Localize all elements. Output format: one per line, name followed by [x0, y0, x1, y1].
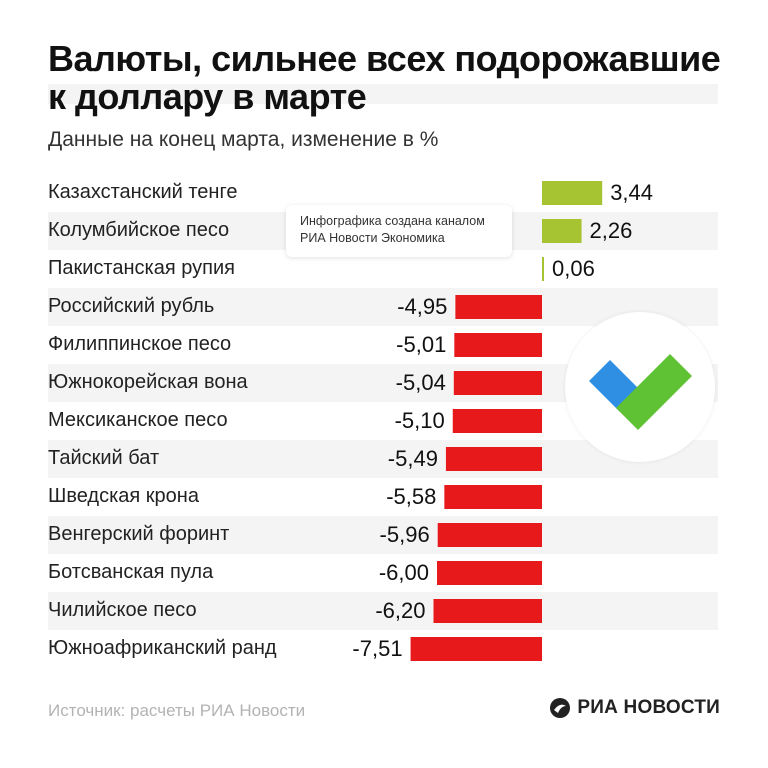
- value-label: -7,51: [352, 636, 403, 661]
- category-label: Мексиканское песо: [48, 409, 228, 431]
- bar: [455, 295, 542, 319]
- value-label: -6,20: [375, 598, 426, 623]
- row-stripe: [48, 516, 718, 554]
- value-label: -5,04: [395, 370, 446, 395]
- bar: [542, 219, 582, 243]
- category-label: Пакистанская рупия: [48, 257, 235, 279]
- ria-logo-icon: [550, 698, 571, 718]
- bar: [433, 599, 542, 623]
- bar: [454, 333, 542, 357]
- bar: [452, 409, 542, 433]
- brand-name: РИА НОВОСТИ: [577, 697, 720, 718]
- category-label: Тайский бат: [48, 447, 160, 469]
- channel-credit-line-2: РИА Новости Экономика: [300, 231, 445, 245]
- checkmark-green-part: [616, 354, 692, 430]
- category-label: Российский рубль: [48, 295, 215, 317]
- title-stripe: [48, 84, 718, 104]
- value-label: -4,95: [397, 294, 448, 319]
- bar: [437, 561, 542, 585]
- bar: [410, 637, 542, 661]
- category-label: Колумбийское песо: [48, 219, 230, 241]
- category-label: Казахстанский тенге: [48, 181, 238, 203]
- value-label: 0,06: [552, 256, 595, 281]
- category-label: Шведская крона: [48, 485, 199, 507]
- value-label: 2,26: [589, 218, 633, 243]
- value-label: 3,44: [610, 180, 654, 205]
- chart-title: Валюты, сильнее всех подорожавшие к долл…: [48, 40, 738, 116]
- category-label: Чилийское песо: [48, 599, 197, 621]
- category-label: Филиппинское песо: [48, 333, 232, 355]
- ria-brand: РИА НОВОСТИ: [549, 697, 720, 719]
- source-note: Источник: расчеты РИА Новости: [48, 701, 306, 720]
- value-label: -5,58: [386, 484, 437, 509]
- bar: [437, 523, 542, 547]
- category-label: Южноафриканский ранд: [48, 637, 277, 659]
- category-label: Венгерский форинт: [48, 523, 230, 545]
- category-label: Ботсванская пула: [48, 561, 214, 583]
- checkmark-logo: [565, 312, 715, 462]
- value-label: -5,96: [379, 522, 430, 547]
- bar: [542, 257, 544, 281]
- value-label: -6,00: [378, 560, 429, 585]
- chart-subtitle: Данные на конец марта, изменение в %: [48, 128, 439, 151]
- value-label: -5,10: [394, 408, 445, 433]
- row-stripe: [48, 592, 718, 630]
- bar: [444, 485, 542, 509]
- value-label: -5,49: [387, 446, 438, 471]
- bar: [445, 447, 542, 471]
- category-label: Южнокорейская вона: [48, 371, 248, 393]
- title-line-2: к доллару в марте: [48, 76, 367, 117]
- checkmark-icon: [589, 354, 692, 430]
- bar: [542, 181, 603, 205]
- channel-credit-line-1: Инфографика создана каналом: [300, 214, 485, 228]
- value-label: -5,01: [396, 332, 447, 357]
- channel-credit-box: Инфографика создана каналом РИА Новости …: [286, 205, 512, 257]
- bar: [453, 371, 542, 395]
- title-line-1: Валюты, сильнее всех подорожавшие: [48, 38, 721, 79]
